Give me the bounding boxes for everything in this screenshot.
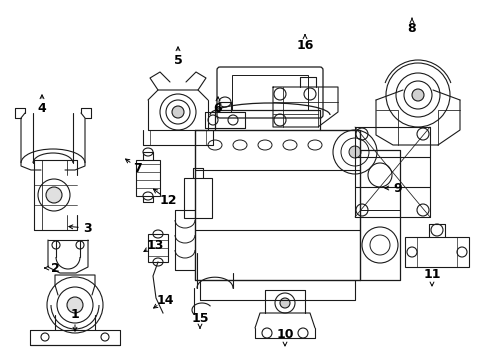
Text: 8: 8 — [407, 22, 415, 35]
Ellipse shape — [348, 146, 360, 158]
Text: 9: 9 — [393, 181, 402, 194]
Ellipse shape — [227, 115, 238, 125]
Bar — [183, 178, 212, 218]
Text: 13: 13 — [146, 239, 163, 252]
Ellipse shape — [273, 88, 285, 100]
Ellipse shape — [67, 297, 83, 313]
Text: 6: 6 — [213, 102, 222, 114]
Bar — [231, 75, 307, 110]
Ellipse shape — [46, 187, 62, 203]
Ellipse shape — [280, 298, 289, 308]
Ellipse shape — [101, 333, 109, 341]
Bar — [404, 237, 468, 267]
Ellipse shape — [355, 204, 367, 216]
Ellipse shape — [76, 241, 84, 249]
Ellipse shape — [416, 128, 428, 140]
Text: 7: 7 — [133, 162, 142, 175]
Text: 12: 12 — [159, 194, 176, 207]
Text: 4: 4 — [38, 102, 46, 114]
Text: 3: 3 — [83, 221, 92, 234]
Ellipse shape — [304, 88, 315, 100]
Bar — [136, 160, 160, 196]
Ellipse shape — [52, 241, 60, 249]
Text: 11: 11 — [423, 269, 440, 282]
Text: 14: 14 — [156, 293, 173, 306]
Ellipse shape — [41, 333, 49, 341]
Bar — [148, 234, 168, 262]
Ellipse shape — [355, 128, 367, 140]
Ellipse shape — [207, 115, 218, 125]
Ellipse shape — [297, 328, 307, 338]
Text: 16: 16 — [296, 39, 313, 51]
Text: 5: 5 — [173, 54, 182, 67]
Text: 2: 2 — [51, 261, 59, 274]
Ellipse shape — [406, 247, 416, 257]
Ellipse shape — [273, 114, 285, 126]
Ellipse shape — [416, 204, 428, 216]
Ellipse shape — [262, 328, 271, 338]
Ellipse shape — [411, 89, 423, 101]
Ellipse shape — [430, 224, 442, 236]
Ellipse shape — [456, 247, 466, 257]
Ellipse shape — [172, 106, 183, 118]
Text: 10: 10 — [276, 328, 293, 342]
Text: 15: 15 — [191, 311, 208, 324]
Text: 1: 1 — [70, 309, 79, 321]
